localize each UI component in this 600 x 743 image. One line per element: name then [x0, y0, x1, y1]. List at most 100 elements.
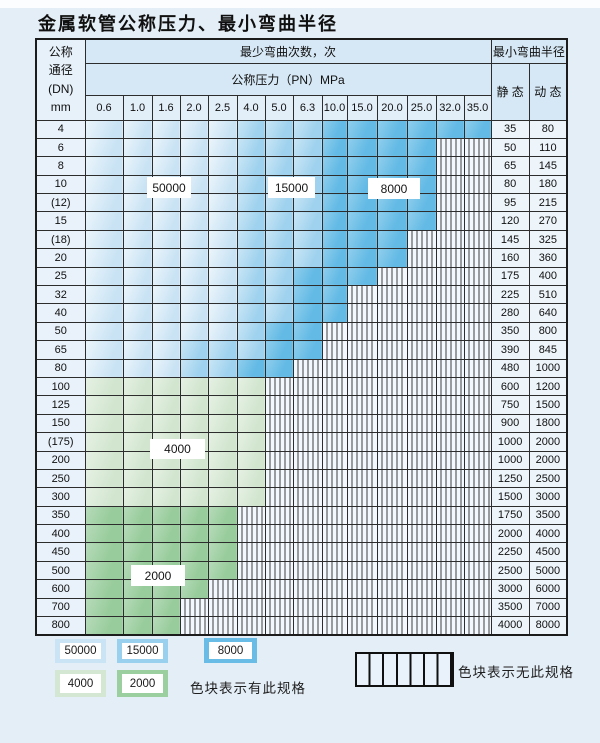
dynamic-value-cell: 360	[528, 248, 568, 268]
no-spec-cell	[321, 450, 348, 470]
spec-cell	[236, 174, 266, 195]
spec-cell	[179, 137, 209, 158]
spec-cell	[84, 119, 124, 139]
dn-cell: 250	[35, 468, 86, 489]
spec-cell	[207, 358, 238, 378]
no-spec-cell	[406, 487, 437, 507]
no-spec-cell	[435, 303, 465, 323]
no-spec-cell	[463, 579, 492, 599]
no-spec-cell	[376, 432, 408, 452]
pressure-tick: 10.0	[321, 94, 348, 121]
spec-cell	[122, 137, 153, 158]
no-spec-cell	[321, 358, 348, 378]
static-value-cell: 80	[490, 174, 530, 195]
spec-cell	[207, 524, 238, 544]
no-spec-cell	[376, 560, 408, 581]
spec-cell	[376, 248, 408, 268]
spec-cell	[122, 156, 153, 176]
no-spec-cell	[435, 450, 465, 470]
spec-cell	[122, 229, 153, 250]
spec-cell	[321, 285, 348, 305]
spec-cell	[207, 119, 238, 139]
spec-cell	[122, 358, 153, 378]
no-spec-cell	[321, 560, 348, 581]
spec-cell	[179, 211, 209, 231]
no-spec-cell	[435, 285, 465, 305]
spec-cell	[346, 229, 378, 250]
cycles-header: 最少弯曲次数，次	[84, 38, 492, 64]
pressure-tick: 2.0	[179, 94, 209, 121]
no-spec-cell	[435, 174, 465, 195]
spec-cell	[151, 542, 181, 562]
spec-cell	[321, 137, 348, 158]
no-spec-cell	[264, 395, 294, 415]
spec-cell	[84, 579, 124, 599]
no-spec-cell	[463, 340, 492, 360]
no-spec-cell	[463, 229, 492, 250]
static-column-header: 静 态	[490, 62, 530, 121]
no-spec-cell	[463, 450, 492, 470]
dynamic-value-cell: 110	[528, 137, 568, 158]
spec-cell	[321, 266, 348, 287]
static-value-cell: 225	[490, 285, 530, 305]
spec-cell	[122, 321, 153, 342]
spec-cell	[236, 487, 266, 507]
legend-swatch-value: 15000	[122, 643, 163, 659]
spec-cell	[151, 266, 181, 287]
dynamic-value-cell: 400	[528, 266, 568, 287]
legend-swatch-8000: 8000	[204, 638, 257, 663]
dn-cell: 10	[35, 174, 86, 195]
spec-cell	[179, 229, 209, 250]
no-spec-cell	[292, 395, 323, 415]
no-spec-cell	[435, 211, 465, 231]
spec-cell	[179, 505, 209, 526]
no-spec-cell	[376, 376, 408, 397]
dn-cell: 125	[35, 395, 86, 415]
static-value-cell: 3500	[490, 597, 530, 618]
no-spec-cell	[406, 432, 437, 452]
no-spec-cell	[406, 505, 437, 526]
dn-cell: 65	[35, 340, 86, 360]
band-value-label: 2000	[131, 565, 185, 586]
no-spec-cell	[376, 524, 408, 544]
dn-cell: 700	[35, 597, 86, 618]
spec-cell	[179, 524, 209, 544]
spec-cell	[376, 119, 408, 139]
dynamic-value-cell: 1200	[528, 376, 568, 397]
spec-cell	[84, 321, 124, 342]
legend-no-spec-swatch	[355, 652, 454, 687]
spec-cell	[151, 248, 181, 268]
spec-cell	[84, 211, 124, 231]
static-value-cell: 350	[490, 321, 530, 342]
spec-cell	[292, 119, 323, 139]
spec-cell	[84, 376, 124, 397]
no-spec-cell	[346, 616, 378, 636]
spec-cell	[236, 193, 266, 213]
no-spec-cell	[346, 468, 378, 489]
dn-cell: 100	[35, 376, 86, 397]
no-spec-cell	[346, 358, 378, 378]
dynamic-value-cell: 215	[528, 193, 568, 213]
spec-cell	[179, 340, 209, 360]
dynamic-value-cell: 180	[528, 174, 568, 195]
no-spec-cell	[264, 468, 294, 489]
no-spec-cell	[346, 597, 378, 618]
spec-cell	[151, 321, 181, 342]
no-spec-cell	[463, 376, 492, 397]
spec-cell	[406, 137, 437, 158]
spec-cell	[264, 137, 294, 158]
spec-cell	[179, 321, 209, 342]
no-spec-cell	[406, 542, 437, 562]
spec-cell	[122, 505, 153, 526]
spec-cell	[264, 340, 294, 360]
static-value-cell: 95	[490, 193, 530, 213]
static-value-cell: 175	[490, 266, 530, 287]
no-spec-cell	[406, 303, 437, 323]
no-spec-cell	[346, 395, 378, 415]
spec-cell	[207, 395, 238, 415]
dynamic-value-cell: 325	[528, 229, 568, 250]
legend-swatch-50000: 50000	[55, 639, 106, 663]
spec-cell	[346, 119, 378, 139]
spec-cell	[122, 211, 153, 231]
no-spec-cell	[207, 579, 238, 599]
